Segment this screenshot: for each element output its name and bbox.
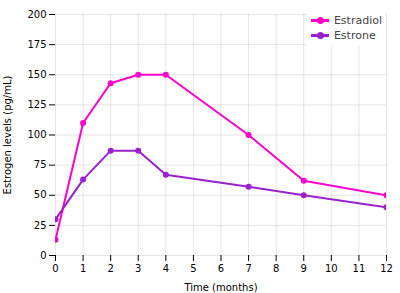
html-text:Estradiol: Estradiol — [333, 14, 382, 27]
svg-text:0: 0 — [40, 250, 46, 261]
svg-text:75: 75 — [34, 159, 47, 170]
svg-text:9: 9 — [301, 263, 307, 274]
svg-text:125: 125 — [27, 99, 46, 110]
svg-text:4: 4 — [163, 263, 169, 274]
svg-text:175: 175 — [27, 39, 46, 50]
svg-text:7: 7 — [245, 263, 251, 274]
svg-text:5: 5 — [190, 263, 196, 274]
html-text:Estrone: Estrone — [333, 29, 376, 42]
svg-text:200: 200 — [27, 9, 46, 20]
svg-text:6: 6 — [218, 263, 224, 274]
svg-text:2: 2 — [107, 263, 113, 274]
svg-text:0: 0 — [52, 263, 58, 274]
svg-text:50: 50 — [34, 189, 47, 200]
svg-text:11: 11 — [353, 263, 366, 274]
svg-text:3: 3 — [135, 263, 141, 274]
svg-text:12: 12 — [380, 263, 393, 274]
svg-text:100: 100 — [27, 129, 46, 140]
svg-text:Time (months): Time (months) — [183, 282, 257, 293]
svg-text:150: 150 — [27, 69, 46, 80]
svg-text:1: 1 — [80, 263, 86, 274]
svg-text:25: 25 — [34, 220, 47, 231]
svg-text:Estrogen levels (pg/mL): Estrogen levels (pg/mL) — [2, 75, 13, 194]
svg-text:10: 10 — [325, 263, 338, 274]
svg-text:8: 8 — [273, 263, 279, 274]
